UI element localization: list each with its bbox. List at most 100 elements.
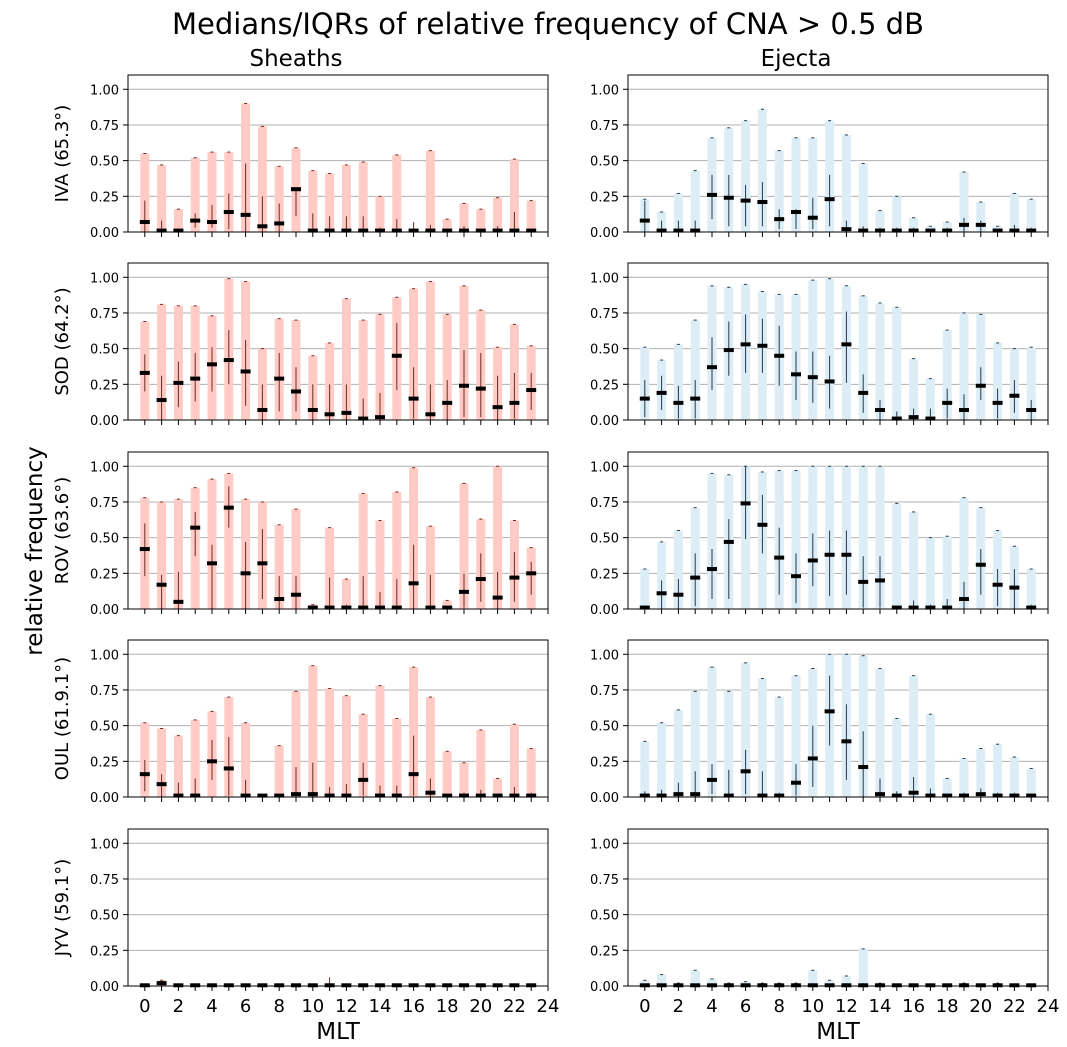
bar-12: [841, 976, 851, 986]
median-15: [891, 793, 902, 798]
bar-2: [673, 193, 683, 232]
median-5: [723, 983, 734, 988]
figure-title: Medians/IQRs of relative frequency of CN…: [172, 7, 924, 41]
bar-16: [909, 511, 919, 609]
median-17: [425, 412, 436, 417]
median-16: [408, 983, 419, 988]
x-tick-label: 10: [301, 996, 324, 1017]
median-7: [757, 983, 768, 988]
bar-23: [1026, 347, 1036, 420]
x-tick-label: 16: [902, 996, 925, 1017]
bar-0: [140, 153, 150, 232]
median-9: [291, 187, 301, 192]
y-tick-label: 0.25: [90, 944, 119, 959]
bar-14: [875, 210, 885, 232]
bar-14: [375, 520, 385, 609]
median-15: [391, 353, 402, 358]
median-21: [492, 405, 503, 410]
bar-15: [892, 718, 902, 797]
median-14: [875, 228, 885, 233]
median-23: [1026, 408, 1037, 413]
x-tick-label: 10: [801, 996, 824, 1017]
median-3: [690, 575, 701, 580]
median-19: [959, 983, 969, 988]
panel-iva-sheaths: 0.00 0.25 0.50 0.75 1.00 IVA (65.3°): [52, 74, 549, 241]
median-20: [475, 793, 486, 798]
median-2: [673, 592, 684, 597]
bar-14: [875, 302, 885, 420]
median-15: [391, 793, 402, 798]
median-21: [492, 793, 503, 798]
y-tick-label: 0.50: [590, 155, 619, 170]
bar-1: [157, 501, 167, 609]
bar-19: [959, 497, 969, 609]
bar-1: [157, 728, 167, 797]
panel-sod-sheaths: 0.00 0.25 0.50 0.75 1.00 SOD (64.2°): [52, 262, 549, 429]
median-5: [223, 983, 234, 988]
median-2: [673, 400, 684, 405]
bar-1: [657, 974, 667, 986]
median-11: [824, 379, 835, 384]
bar-1: [657, 722, 667, 797]
median-10: [807, 756, 818, 761]
bar-11: [325, 342, 335, 420]
median-4: [207, 759, 217, 764]
median-0: [139, 983, 150, 988]
median-18: [942, 793, 953, 798]
median-12: [841, 227, 852, 232]
median-1: [656, 793, 667, 798]
bar-12: [341, 164, 351, 232]
bar-8: [274, 524, 284, 609]
bar-3: [690, 170, 700, 232]
median-7: [257, 983, 268, 988]
bar-20: [976, 748, 986, 797]
bar-0: [640, 980, 650, 986]
bar-22: [509, 159, 519, 232]
bar-9: [291, 691, 301, 797]
plot-frame: [127, 451, 549, 610]
median-12: [841, 552, 852, 557]
x-tick-label: 8: [273, 996, 284, 1017]
median-14: [875, 408, 885, 413]
y-tick-label: 0.25: [90, 378, 119, 393]
row-y-label: OUL (61.9.1°): [52, 657, 73, 780]
x-tick-label: 14: [869, 996, 892, 1017]
bar-22: [1009, 193, 1019, 232]
bar-2: [673, 530, 683, 609]
bar-17: [425, 150, 435, 232]
plot-frame: [627, 828, 1049, 987]
bar-13: [358, 320, 368, 420]
median-7: [257, 224, 268, 229]
median-2: [173, 793, 184, 798]
median-19: [959, 222, 969, 227]
bar-17: [425, 281, 435, 420]
bar-5: [724, 691, 734, 797]
median-13: [858, 983, 869, 988]
bar-9: [791, 470, 801, 609]
bar-13: [858, 466, 868, 609]
x-axis-label-ejecta: MLT: [816, 1019, 860, 1045]
x-tick-label: 12: [835, 996, 858, 1017]
shared-y-axis-label: relative frequency: [22, 446, 48, 655]
median-21: [992, 793, 1003, 798]
median-5: [723, 348, 734, 353]
median-4: [707, 192, 717, 197]
median-8: [774, 983, 785, 988]
median-16: [908, 228, 919, 233]
median-19: [459, 793, 469, 798]
x-tick-label: 2: [673, 996, 684, 1017]
median-3: [690, 228, 701, 233]
bar-23: [526, 200, 536, 232]
bar-9: [791, 675, 801, 797]
median-10: [807, 983, 818, 988]
plot-frame: [127, 262, 549, 421]
bar-7: [257, 126, 267, 232]
median-0: [139, 370, 150, 375]
plot-frame: [627, 639, 1049, 798]
bar-10: [808, 970, 818, 986]
bar-16: [909, 675, 919, 797]
median-20: [975, 562, 986, 567]
median-19: [459, 589, 469, 594]
bar-11: [325, 688, 335, 797]
